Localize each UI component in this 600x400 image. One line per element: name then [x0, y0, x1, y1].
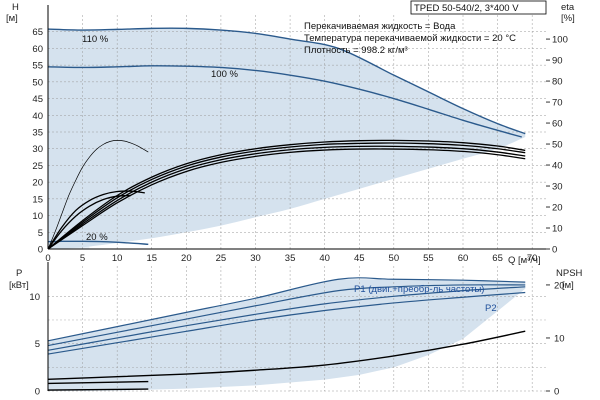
qh-series-eta-small [47, 140, 149, 250]
qh-x-tick-label: 65 [492, 253, 503, 264]
qh-x-tick-label: 60 [458, 253, 469, 264]
power-series-P2-b [47, 291, 526, 355]
pump-model-box [410, 0, 547, 15]
eta-tick-label: 50 [552, 140, 563, 151]
qh-y-tick-label: 30 [32, 144, 43, 155]
qh-y-tick-label: 20 [32, 178, 43, 189]
qh-y-tick-label: 5 [38, 228, 43, 239]
info-temperature: Температура перекачиваемой жидкости = 20… [304, 33, 516, 44]
power-y-tick-label: 10 [29, 292, 40, 303]
qh-ylabel-right-unit: [%] [561, 13, 575, 24]
qh-x-tick-label: 35 [285, 253, 296, 264]
power-ylabel-left: P [16, 268, 22, 279]
power-ylabel-right-unit: [м] [562, 280, 574, 291]
qh-x-tick-label: 5 [80, 253, 85, 264]
qh-chart: 0 5 10 15 20 25 30 35 40 45 50 55 60 65 0 5 10 15 20 25 30 35… [6, 0, 575, 266]
qh-xlabel: Q [м³/ч] [508, 255, 541, 266]
qh-y-tick-label: 50 [32, 77, 43, 88]
qh-y-tick-label: 40 [32, 111, 43, 122]
eta-tick-label: 70 [552, 98, 563, 109]
qh-series-eta-3 [47, 145, 526, 250]
power-series-P2 [47, 286, 526, 351]
power-series [47, 277, 526, 391]
qh-series-110-pct [47, 27, 526, 135]
qh-grid [47, 15, 546, 250]
qh-series-eta-2 [47, 142, 526, 250]
qh-x-tick-label: 15 [146, 253, 157, 264]
qh-y-tick-label: 0 [38, 245, 43, 256]
qh-x-tick-label: 40 [319, 253, 330, 264]
qh-ylabel-left-unit: [м] [6, 13, 18, 24]
qh-y-tick-label: 45 [32, 94, 43, 105]
qh-series-100-pct [47, 65, 522, 138]
eta-tick-label: 0 [552, 245, 557, 256]
qh-x-tick-label: 45 [354, 253, 365, 264]
qh-series-eta-low-2 [47, 194, 132, 250]
power-series-P1-b [47, 284, 526, 347]
qh-tick-labels: 0 5 10 15 20 25 30 35 40 45 50 55 60 65 0 5 10 15 20 25 30 35… [32, 27, 567, 264]
qh-ylabel-left: H [12, 2, 19, 13]
power-series-P-low-1 [47, 380, 149, 385]
qh-y-tick-label: 55 [32, 61, 43, 72]
power-y-tick-label: 0 [35, 387, 40, 398]
eta-tick-label: 20 [552, 203, 563, 214]
qh-y-tick-label: 35 [32, 128, 43, 139]
qh-x-tick-label: 30 [250, 253, 261, 264]
qh-x-tick-label: 70 [527, 253, 538, 264]
npsh-tick-label: 0 [554, 387, 559, 398]
eta-tick-label: 90 [552, 56, 563, 67]
eta-tick-label: 40 [552, 161, 563, 172]
eta-tick-label: 10 [552, 224, 563, 235]
qh-y-tick-label: 25 [32, 161, 43, 172]
pump-model-label: TPED 50-540/2, 3*400 V [414, 3, 519, 14]
qh-x-tick-label: 50 [389, 253, 400, 264]
speed-label-100: 100 % [211, 69, 238, 80]
qh-y-tick-label: 65 [32, 27, 43, 38]
info-density: Плотность = 998.2 кг/м³ [304, 45, 408, 56]
power-ylabel-left-unit: [кВт] [9, 280, 29, 291]
speed-label-110: 110 % [82, 34, 109, 45]
qh-y-tick-label: 15 [32, 194, 43, 205]
qh-x-tick-label: 0 [45, 253, 50, 264]
speed-label-20: 20 % [86, 232, 108, 243]
power-tick-labels: 0 5 10 0 10 20 [29, 280, 564, 397]
power-series-P1 [47, 277, 526, 342]
qh-ylabel-right: eta [561, 2, 575, 13]
power-series-NPSH [47, 330, 526, 381]
qh-series-eta-4 [47, 148, 526, 250]
qh-operating-envelope [48, 28, 526, 249]
qh-x-tick-label: 20 [181, 253, 192, 264]
qh-series-eta-1 [47, 139, 526, 250]
p2-label: P2 [485, 303, 497, 314]
eta-tick-label: 80 [552, 77, 563, 88]
npsh-tick-label: 20 [554, 280, 565, 291]
info-liquid: Перекачиваемая жидкость = Вода [304, 21, 456, 32]
power-operating-envelope [48, 279, 526, 391]
power-series-P-low-2 [47, 388, 149, 391]
qh-x-tick-label: 55 [423, 253, 434, 264]
qh-x-tick-label: 25 [216, 253, 227, 264]
p1-label: P1 (двиг.+преобр-ль частоты) [354, 284, 484, 295]
eta-tick-label: 60 [552, 119, 563, 130]
power-y-tick-label: 5 [35, 339, 40, 350]
qh-y-tick-label: 60 [32, 44, 43, 55]
qh-series [47, 27, 526, 250]
eta-tick-label: 30 [552, 182, 563, 193]
qh-x-tick-label: 10 [112, 253, 123, 264]
qh-series-eta-low-1 [47, 190, 145, 250]
npsh-tick-label: 10 [554, 333, 565, 344]
power-ylabel-right: NPSH [556, 268, 583, 279]
eta-tick-label: 100 [552, 35, 568, 46]
power-chart: 0 5 10 0 10 20 P [кВт] NPSH [м] P1 (двиг.+пре… [9, 262, 583, 398]
qh-y-tick-label: 10 [32, 211, 43, 222]
